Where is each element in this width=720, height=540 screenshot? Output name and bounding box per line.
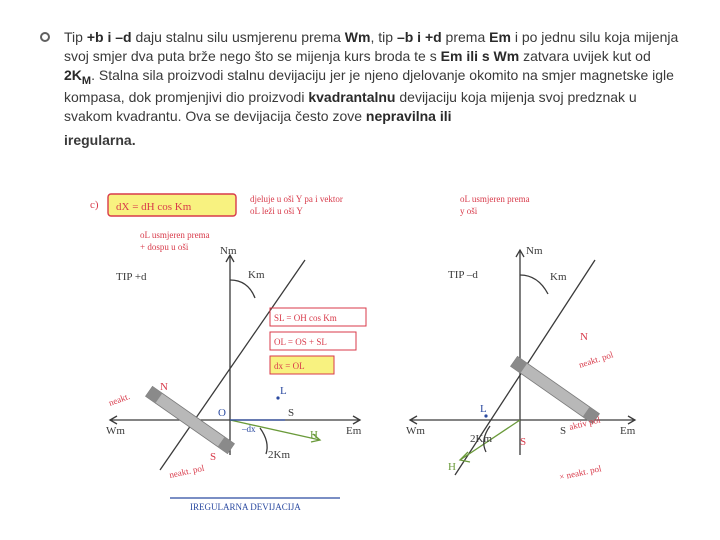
t: +b i –d	[87, 29, 132, 45]
diagram: c) dX = dH cos Km djeluje u oši Y pa i v…	[90, 190, 650, 520]
two-km-arc	[260, 428, 267, 454]
label: S	[520, 436, 526, 448]
note: aktiv pol	[568, 414, 602, 432]
irregular-line: iregularna.	[64, 132, 680, 148]
label: Km	[248, 269, 265, 281]
label: O	[218, 407, 226, 419]
eq: dx = OL	[274, 361, 305, 371]
note: oL usmjeren prema	[460, 194, 530, 204]
note: oL usmjeren prema	[140, 230, 210, 240]
label: N	[160, 381, 168, 393]
label: S	[560, 425, 566, 437]
label: Em	[620, 425, 636, 437]
label: Em	[346, 425, 362, 437]
t: kvadrantalnu	[308, 89, 395, 105]
label: S	[210, 451, 216, 463]
label-c: c)	[90, 199, 99, 211]
note: neakt.	[107, 391, 131, 408]
caption: IREGULARNA DEVIJACIJA	[190, 502, 301, 512]
note: neakt. pol	[578, 349, 615, 370]
t: zatvara uvijek kut od	[519, 48, 651, 64]
bullet-icon	[40, 32, 50, 42]
label: S	[288, 407, 294, 419]
t: iregularna.	[64, 132, 136, 148]
slide: Tip +b i –d daju stalnu silu usmjerenu p…	[0, 0, 720, 540]
t: daju stalnu silu usmjerenu prema	[132, 29, 345, 45]
formula-main: dX = dH cos Km	[116, 201, 192, 213]
note: oL leži u oši Y	[250, 206, 303, 216]
label: Km	[550, 271, 567, 283]
label: Wm	[406, 425, 425, 437]
eq: SL = OH cos Km	[274, 313, 337, 323]
km-arc	[230, 280, 255, 298]
t: –b i +d	[397, 29, 442, 45]
main-paragraph: Tip +b i –d daju stalnu silu usmjerenu p…	[64, 28, 680, 126]
right-diagram: Nm Wm Em TIP –d Km N S H	[406, 245, 636, 482]
bullet-item: Tip +b i –d daju stalnu silu usmjerenu p…	[40, 28, 680, 126]
t: 2K	[64, 67, 82, 83]
t: Tip	[64, 29, 87, 45]
t: nepravilna ili	[366, 108, 452, 124]
note: × neakt. pol	[558, 463, 602, 482]
label: H	[448, 461, 456, 473]
label: Nm	[526, 245, 543, 257]
km-arc	[520, 275, 548, 294]
label: Wm	[106, 425, 125, 437]
left-diagram: oL usmjeren prema + dospu u oši Nm Wm Em…	[106, 230, 366, 512]
t: , tip	[370, 29, 396, 45]
t: Em ili s Wm	[441, 48, 520, 64]
note: neakt. pol	[168, 463, 205, 480]
t: Wm	[345, 29, 371, 45]
label: TIP +d	[116, 271, 147, 283]
note: djeluje u oši Y pa i vektor	[250, 194, 343, 204]
note: y oši	[460, 206, 478, 216]
label: Nm	[220, 245, 237, 257]
note: + dospu u oši	[140, 242, 189, 252]
label: L	[280, 385, 287, 397]
label: 2Km	[268, 449, 290, 461]
eq: OL = OS + SL	[274, 337, 327, 347]
label: TIP –d	[448, 269, 478, 281]
t: M	[82, 75, 91, 87]
t: prema	[442, 29, 489, 45]
label: –dx	[241, 424, 256, 434]
t: Em	[489, 29, 511, 45]
label: N	[580, 331, 588, 343]
label: 2Km	[470, 433, 492, 445]
label: L	[480, 403, 487, 415]
